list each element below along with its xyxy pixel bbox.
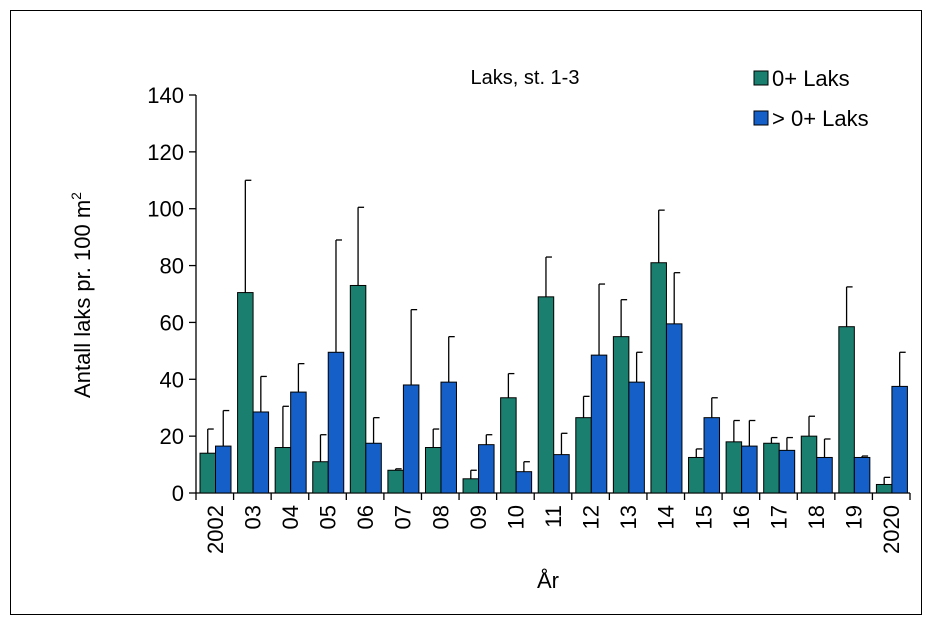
x-tick-label: 13 [616, 505, 641, 529]
bar-series-1-06 [365, 442, 382, 494]
x-tick-label: 15 [691, 505, 716, 529]
bar-series-0-06 [349, 284, 367, 494]
y-axis-title-superscript: 2 [68, 192, 84, 200]
y-tick-label: 0 [172, 481, 184, 506]
bar-series-1-2002 [215, 445, 232, 494]
y-tick-label: 20 [160, 424, 184, 449]
bar-series-0-08 [424, 447, 442, 494]
legend-swatch-0 [753, 70, 769, 86]
bar-series-1-12 [590, 354, 608, 494]
y-tick-label: 100 [147, 197, 184, 222]
bar-series-0-16 [725, 441, 743, 494]
bar-series-0-18 [800, 435, 818, 494]
bar-series-1-19 [853, 456, 871, 494]
bar-series-1-11 [553, 454, 570, 494]
bar-series-0-12 [575, 417, 592, 494]
y-axis: 0 20 40 60 80 100 120 140 [147, 83, 197, 506]
bar-series-0-2020 [875, 483, 893, 494]
x-tick-label: 06 [353, 505, 378, 529]
bar-series-0-13 [612, 336, 630, 494]
y-tick-label: 80 [160, 254, 184, 279]
bar-series-0-19 [838, 326, 855, 494]
x-axis-title: År [537, 568, 559, 593]
chart-title: Laks, st. 1-3 [471, 67, 580, 89]
bar-series-0-05 [312, 461, 329, 494]
x-tick-label: 2020 [879, 505, 904, 554]
legend-label-0: 0+ Laks [772, 66, 850, 91]
x-tick-label: 17 [766, 505, 791, 529]
x-tick-label: 07 [391, 505, 416, 529]
y-axis-title: Antall laks pr. 100 m2 [68, 192, 95, 398]
x-tick-label: 2002 [203, 505, 228, 554]
legend-item-1: > 0+ Laks [753, 106, 869, 131]
bar-series-1-05 [327, 351, 345, 494]
bar-series-1-04 [290, 391, 307, 494]
x-tick-label: 12 [579, 505, 604, 529]
legend: 0+ Laks > 0+ Laks [753, 66, 869, 131]
svg-text:Antall laks pr. 100 m2: Antall laks pr. 100 m2 [68, 192, 95, 398]
bar-series-1-09 [478, 444, 495, 494]
x-tick-label: 16 [729, 505, 754, 529]
y-tick-label: 60 [160, 310, 184, 335]
bar-series-1-17 [778, 449, 796, 494]
x-tick-label: 04 [278, 505, 303, 529]
bar-series-1-03 [252, 411, 270, 494]
bar-series-0-04 [274, 447, 292, 494]
x-tick-label: 18 [804, 505, 829, 529]
y-tick-label: 140 [147, 83, 184, 108]
x-tick-label: 11 [541, 505, 566, 528]
chart-frame [10, 10, 922, 615]
bar-series-0-15 [688, 456, 705, 494]
bar-series-0-09 [462, 478, 480, 494]
bar-series-1-07 [402, 384, 420, 494]
legend-swatch-1 [753, 110, 769, 126]
bar-series-1-15 [703, 417, 721, 494]
x-tick-label: 08 [428, 505, 453, 529]
x-tick-label: 03 [240, 505, 265, 529]
legend-label-1: > 0+ Laks [772, 106, 869, 131]
bar-series-0-11 [537, 296, 555, 494]
bar-series-1-18 [816, 456, 833, 494]
x-tick-label: 10 [503, 505, 528, 529]
bar-series-0-14 [650, 262, 667, 494]
x-tick-label: 09 [466, 505, 491, 529]
y-tick-label: 40 [160, 367, 184, 392]
y-tick-label: 120 [147, 140, 184, 165]
x-tick-label: 14 [654, 505, 679, 529]
bar-series-1-13 [628, 381, 645, 494]
bar-series-1-16 [741, 445, 758, 494]
bars [199, 179, 908, 494]
x-tick-label: 05 [316, 505, 341, 529]
bar-series-1-08 [440, 381, 457, 494]
bar-series-0-03 [237, 292, 254, 494]
x-axis: 2002 03 04 05 06 07 08 09 10 11 12 13 14 15 16 17 18 19 20… [195, 492, 911, 554]
bar-series-0-10 [500, 397, 517, 494]
x-tick-label: 19 [842, 505, 867, 529]
bar-series-1-2020 [891, 385, 908, 494]
bar-series-0-2002 [199, 452, 216, 494]
bar-series-0-17 [763, 442, 780, 494]
bar-series-1-14 [665, 323, 683, 494]
bar-series-1-10 [515, 471, 533, 494]
bar-series-0-07 [387, 469, 404, 494]
legend-item-0: 0+ Laks [753, 66, 850, 91]
y-axis-title-text: Antall laks pr. 100 m [70, 200, 95, 398]
